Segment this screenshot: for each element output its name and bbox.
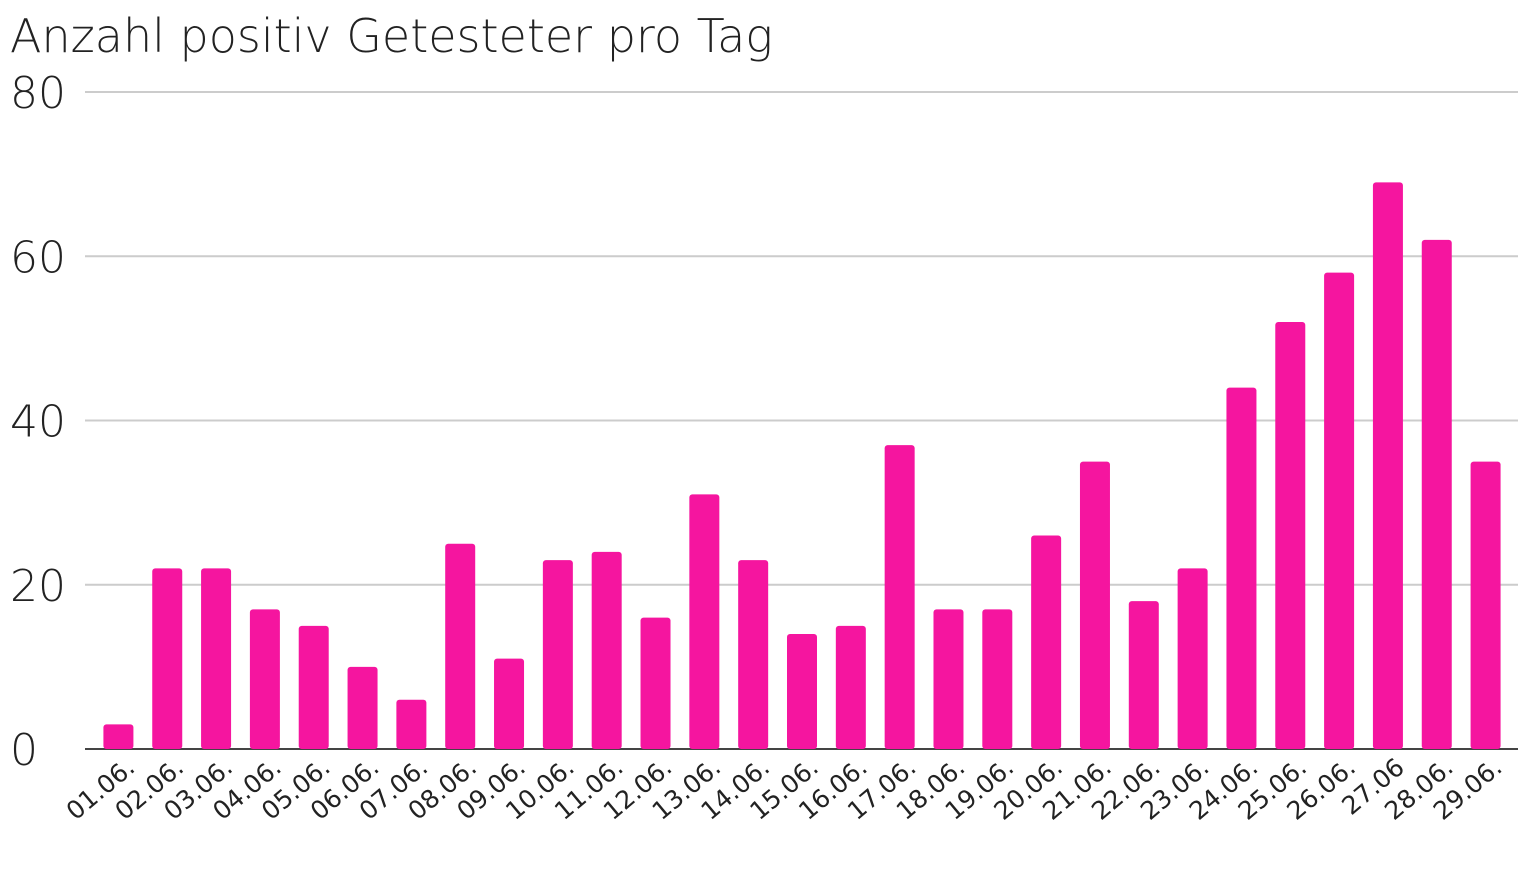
bar [1421,239,1452,749]
bar [1177,568,1208,749]
bar [591,551,622,749]
bar [1324,272,1355,749]
y-tick-label: 0 [10,725,38,776]
bar [152,568,183,749]
bar [640,617,671,749]
bar [689,494,720,749]
bar [1226,387,1257,749]
chart-title: Anzahl positiv Getesteter pro Tag [10,9,773,63]
bar [1031,535,1062,749]
bar [982,609,1013,749]
bar [884,445,915,749]
bar [1079,461,1110,749]
bar [201,568,232,749]
bar [445,543,476,749]
bar [933,609,964,749]
bar [1470,461,1501,749]
bar [835,625,866,749]
bar [1275,321,1306,749]
bar [494,658,525,749]
y-tick-label: 60 [10,232,66,283]
bar [249,609,280,749]
y-tick-label: 40 [10,397,66,448]
bar [103,724,134,749]
y-tick-label: 80 [10,68,66,119]
bar [1372,182,1403,749]
bar [396,699,427,749]
bar [347,666,378,749]
bar [787,634,817,749]
bar [298,625,329,749]
bar [738,560,769,749]
y-tick-label: 20 [10,561,66,612]
bar [1128,601,1159,749]
bar [542,560,573,749]
